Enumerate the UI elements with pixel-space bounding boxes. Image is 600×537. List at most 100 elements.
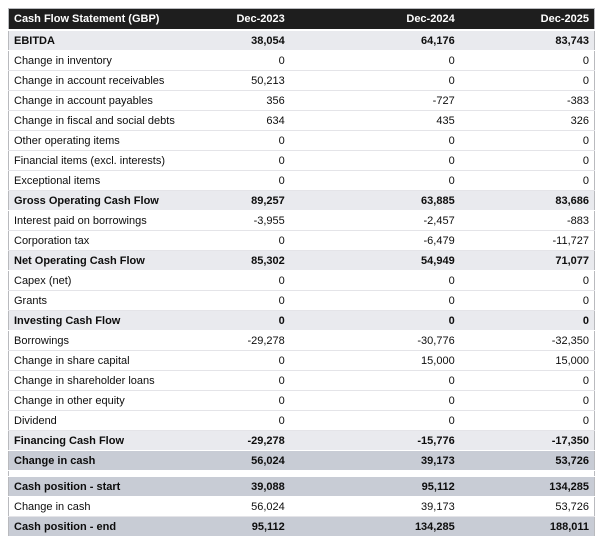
cell-value: 0 (459, 290, 595, 311)
cell-value: 0 (184, 290, 290, 311)
cell-value: -727 (289, 90, 460, 111)
cell-value: 0 (184, 150, 290, 171)
row-label: Change in share capital (8, 350, 185, 371)
table-row: Change in account receivables 50,213 0 0 (8, 70, 595, 91)
table-row: EBITDA 38,054 64,176 83,743 (8, 29, 595, 51)
cell-value: 0 (184, 170, 290, 191)
cell-value: 0 (459, 410, 595, 431)
row-label: Gross Operating Cash Flow (8, 190, 185, 211)
cell-value: 0 (459, 70, 595, 91)
table-title: Cash Flow Statement (GBP) (8, 8, 185, 31)
table-row: Change in cash 56,024 39,173 53,726 (8, 496, 595, 517)
cell-value: 0 (289, 370, 460, 391)
cell-value: 0 (459, 310, 595, 331)
row-label: Change in fiscal and social debts (8, 110, 185, 131)
cell-value: 326 (459, 110, 595, 131)
row-label: Dividend (8, 410, 185, 431)
row-label: Financing Cash Flow (8, 430, 185, 451)
row-label: Exceptional items (8, 170, 185, 191)
row-label: Change in account receivables (8, 70, 185, 91)
cell-value: 56,024 (184, 496, 290, 517)
table-row: Change in fiscal and social debts 634 435 3… (8, 110, 595, 131)
row-label: Capex (net) (8, 270, 185, 291)
cell-value: 435 (289, 110, 460, 131)
table-row: Financing Cash Flow -29,278 -15,776 -17,350 (8, 430, 595, 451)
cell-value: 39,173 (289, 496, 460, 517)
cell-value: 0 (459, 150, 595, 171)
cell-value: 15,000 (289, 350, 460, 371)
cell-value: 39,173 (289, 450, 460, 471)
cell-value: 0 (459, 270, 595, 291)
spacer-cell (8, 470, 595, 477)
cell-value: 0 (289, 130, 460, 151)
table-row: Corporation tax 0 -6,479 -11,727 (8, 230, 595, 251)
row-label: Financial items (excl. interests) (8, 150, 185, 171)
cell-value: -11,727 (459, 230, 595, 251)
cell-value: -30,776 (289, 330, 460, 351)
table-row: Gross Operating Cash Flow 89,257 63,885 83,… (8, 190, 595, 211)
cell-value: -17,350 (459, 430, 595, 451)
cell-value: 0 (184, 310, 290, 331)
table-row: Net Operating Cash Flow 85,302 54,949 71,07… (8, 250, 595, 271)
row-label: Change in cash (8, 496, 185, 517)
cell-value: 95,112 (184, 516, 290, 537)
column-header-dec-2024: Dec-2024 (289, 8, 460, 31)
table-row: Exceptional items 0 0 0 (8, 170, 595, 191)
table-row: Capex (net) 0 0 0 (8, 270, 595, 291)
row-label: EBITDA (8, 29, 185, 51)
cell-value: 0 (459, 370, 595, 391)
cell-value: -6,479 (289, 230, 460, 251)
table-row: Other operating items 0 0 0 (8, 130, 595, 151)
table-body: EBITDA 38,054 64,176 83,743 Change in invent… (8, 29, 595, 537)
table-header-row: Cash Flow Statement (GBP) Dec-2023 Dec-2… (8, 8, 595, 31)
cell-value: 0 (184, 130, 290, 151)
cell-value: -883 (459, 210, 595, 231)
cell-value: 15,000 (459, 350, 595, 371)
cell-value: 0 (289, 410, 460, 431)
cell-value: -383 (459, 90, 595, 111)
cell-value: 0 (184, 410, 290, 431)
table-row: Borrowings -29,278 -30,776 -32,350 (8, 330, 595, 351)
cell-value: 53,726 (459, 496, 595, 517)
cell-value: 56,024 (184, 450, 290, 471)
cell-value: 634 (184, 110, 290, 131)
cell-value: -29,278 (184, 430, 290, 451)
cell-value: 39,088 (184, 476, 290, 497)
cell-value: 134,285 (289, 516, 460, 537)
cell-value: 50,213 (184, 70, 290, 91)
cell-value: -32,350 (459, 330, 595, 351)
cell-value: 83,686 (459, 190, 595, 211)
table-row: Change in share capital 0 15,000 15,000 (8, 350, 595, 371)
row-label: Net Operating Cash Flow (8, 250, 185, 271)
row-label: Other operating items (8, 130, 185, 151)
table-row: Change in shareholder loans 0 0 0 (8, 370, 595, 391)
cell-value: 0 (459, 170, 595, 191)
row-label: Cash position - start (8, 476, 185, 497)
cell-value: 0 (184, 270, 290, 291)
column-header-dec-2023: Dec-2023 (184, 8, 290, 31)
cash-flow-statement-table: Cash Flow Statement (GBP) Dec-2023 Dec-2… (8, 8, 595, 537)
cell-value: 0 (184, 350, 290, 371)
table-row: Change in cash 56,024 39,173 53,726 (8, 450, 595, 471)
cell-value: 71,077 (459, 250, 595, 271)
table-row: Dividend 0 0 0 (8, 410, 595, 431)
cell-value: 38,054 (184, 29, 290, 51)
table-row: Investing Cash Flow 0 0 0 (8, 310, 595, 331)
row-label: Cash position - end (8, 516, 185, 537)
cell-value: 83,743 (459, 29, 595, 51)
cell-value: -29,278 (184, 330, 290, 351)
table-row: Interest paid on borrowings -3,955 -2,457-… (8, 210, 595, 231)
table-row: Grants 0 0 0 (8, 290, 595, 311)
cell-value: 356 (184, 90, 290, 111)
cell-value: -3,955 (184, 210, 290, 231)
cell-value: -15,776 (289, 430, 460, 451)
cell-value: 134,285 (459, 476, 595, 497)
cell-value: 0 (289, 150, 460, 171)
cell-value: 63,885 (289, 190, 460, 211)
cell-value: 0 (184, 370, 290, 391)
cell-value: 53,726 (459, 450, 595, 471)
row-label: Change in shareholder loans (8, 370, 185, 391)
row-label: Corporation tax (8, 230, 185, 251)
table-row: Financial items (excl. interests) 0 0 0 (8, 150, 595, 171)
